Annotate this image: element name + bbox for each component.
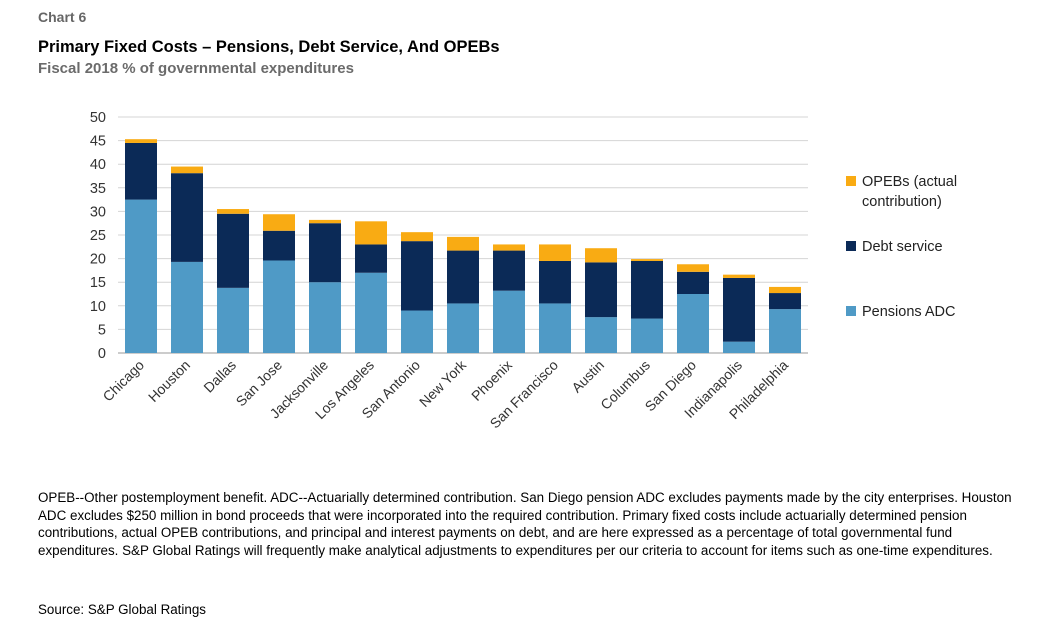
bar-segment-opebs-actual-contribution bbox=[493, 244, 525, 251]
bar-segment-opebs-actual-contribution bbox=[539, 244, 571, 261]
bar-segment-pensions-adc bbox=[539, 303, 571, 353]
bar-segment-pensions-adc bbox=[723, 341, 755, 353]
y-tick-label: 25 bbox=[90, 228, 106, 244]
legend-swatch bbox=[846, 306, 856, 316]
y-tick-label: 15 bbox=[90, 275, 106, 291]
bar-segment-debt-service bbox=[263, 230, 295, 261]
x-tick-label: Chicago bbox=[99, 357, 147, 405]
bar-segment-pensions-adc bbox=[171, 261, 203, 353]
bar-segment-opebs-actual-contribution bbox=[217, 209, 249, 214]
legend: OPEBs (actual contribution) Debt service Pe… bbox=[846, 174, 957, 320]
bar-segment-debt-service bbox=[493, 250, 525, 291]
bar-segment-debt-service bbox=[677, 271, 709, 294]
bar-segment-pensions-adc bbox=[585, 317, 617, 353]
y-tick-label: 5 bbox=[98, 322, 106, 338]
bar-segment-pensions-adc bbox=[309, 282, 341, 353]
bar-segment-opebs-actual-contribution bbox=[263, 214, 295, 231]
x-tick-label: Dallas bbox=[200, 357, 239, 396]
bar-segment-debt-service bbox=[769, 293, 801, 310]
x-tick-label: Phoenix bbox=[468, 357, 515, 404]
bar-segment-opebs-actual-contribution bbox=[677, 264, 709, 272]
bar-segment-opebs-actual-contribution bbox=[309, 219, 341, 224]
y-tick-label: 40 bbox=[90, 157, 106, 173]
bar-segment-pensions-adc bbox=[401, 310, 433, 353]
bar-segment-pensions-adc bbox=[493, 290, 525, 353]
bar-segment-pensions-adc bbox=[677, 294, 709, 353]
bar-segment-pensions-adc bbox=[355, 272, 387, 353]
bars bbox=[125, 139, 801, 353]
legend-swatch bbox=[846, 241, 856, 251]
bar-segment-pensions-adc bbox=[125, 199, 157, 353]
source-note: Source: S&P Global Ratings bbox=[38, 602, 206, 617]
footnote: OPEB--Other postemployment benefit. ADC-… bbox=[38, 490, 1012, 558]
bar-segment-pensions-adc bbox=[769, 309, 801, 353]
bar-segment-pensions-adc bbox=[447, 303, 479, 353]
bar-segment-opebs-actual-contribution bbox=[769, 286, 801, 294]
y-tick-label: 30 bbox=[90, 204, 106, 220]
y-tick-label: 45 bbox=[90, 134, 106, 150]
y-tick-label: 10 bbox=[90, 299, 106, 315]
x-tick-label: New York bbox=[416, 356, 470, 410]
chart-title: Primary Fixed Costs – Pensions, Debt Ser… bbox=[38, 38, 500, 56]
bar-segment-debt-service bbox=[447, 250, 479, 304]
y-tick-label: 0 bbox=[98, 346, 106, 362]
bar-segment-pensions-adc bbox=[631, 318, 663, 353]
x-tick-label: Houston bbox=[145, 357, 193, 405]
y-tick-label: 20 bbox=[90, 252, 106, 268]
legend-label: Debt service bbox=[862, 239, 943, 255]
bar-segment-opebs-actual-contribution bbox=[585, 248, 617, 263]
y-tick-label: 35 bbox=[90, 181, 106, 197]
chart-subtitle: Fiscal 2018 % of governmental expenditur… bbox=[38, 60, 354, 77]
bar-segment-opebs-actual-contribution bbox=[723, 274, 755, 278]
bar-segment-opebs-actual-contribution bbox=[401, 232, 433, 242]
bar-segment-debt-service bbox=[355, 244, 387, 273]
bar-segment-debt-service bbox=[585, 262, 617, 318]
bar-segment-debt-service bbox=[309, 223, 341, 283]
legend-swatch bbox=[846, 176, 856, 186]
bar-segment-opebs-actual-contribution bbox=[125, 139, 157, 143]
x-tick-label: Austin bbox=[568, 357, 607, 396]
y-axis: 0 5 10 15 20 25 30 35 40 45 50 bbox=[90, 110, 106, 362]
bar-segment-debt-service bbox=[217, 213, 249, 288]
bar-segment-debt-service bbox=[171, 173, 203, 262]
legend-label: OPEBs (actual bbox=[862, 174, 957, 190]
bar-segment-opebs-actual-contribution bbox=[447, 236, 479, 251]
bar-segment-pensions-adc bbox=[263, 260, 295, 353]
legend-label: contribution) bbox=[862, 194, 942, 210]
bar-segment-debt-service bbox=[401, 241, 433, 311]
bar-segment-debt-service bbox=[723, 277, 755, 342]
y-tick-label: 50 bbox=[90, 110, 106, 126]
bar-segment-debt-service bbox=[125, 142, 157, 200]
chart-label: Chart 6 bbox=[38, 9, 87, 25]
bar-segment-debt-service bbox=[631, 260, 663, 319]
bar-segment-opebs-actual-contribution bbox=[355, 221, 387, 245]
bar-segment-debt-service bbox=[539, 260, 571, 304]
bar-segment-opebs-actual-contribution bbox=[631, 259, 663, 261]
bar-segment-opebs-actual-contribution bbox=[171, 166, 203, 174]
legend-label: Pensions ADC bbox=[862, 304, 956, 320]
bar-segment-pensions-adc bbox=[217, 287, 249, 353]
